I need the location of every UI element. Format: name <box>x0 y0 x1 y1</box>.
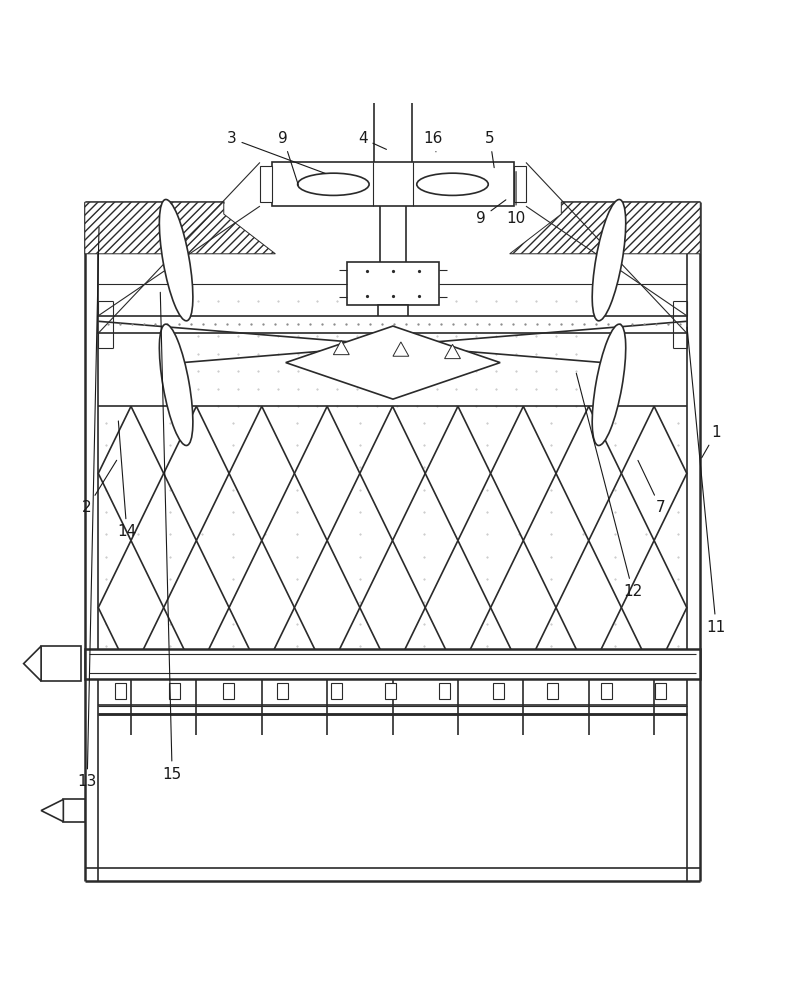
Polygon shape <box>333 340 349 355</box>
Polygon shape <box>163 541 229 675</box>
Polygon shape <box>360 406 426 541</box>
Polygon shape <box>41 799 63 822</box>
Ellipse shape <box>297 173 369 195</box>
Polygon shape <box>98 541 163 675</box>
Bar <box>378 305 408 331</box>
Text: 14: 14 <box>117 421 136 539</box>
Polygon shape <box>229 541 294 675</box>
Polygon shape <box>285 326 501 399</box>
Polygon shape <box>163 406 229 541</box>
Bar <box>260 166 272 202</box>
Text: 2: 2 <box>82 460 116 515</box>
Text: 9: 9 <box>477 200 506 226</box>
Bar <box>84 649 701 679</box>
Ellipse shape <box>592 324 626 445</box>
Text: 16: 16 <box>423 131 442 152</box>
Polygon shape <box>491 541 556 675</box>
Bar <box>272 162 514 206</box>
Text: 4: 4 <box>358 131 387 149</box>
Bar <box>367 85 418 99</box>
Ellipse shape <box>159 199 193 321</box>
Bar <box>602 683 612 699</box>
Bar <box>41 646 80 681</box>
Text: 9: 9 <box>278 131 298 185</box>
Bar <box>655 683 665 699</box>
Polygon shape <box>84 202 276 254</box>
Text: 15: 15 <box>160 292 182 782</box>
Ellipse shape <box>417 173 489 195</box>
Polygon shape <box>360 541 426 675</box>
Bar <box>98 316 687 333</box>
Bar <box>332 683 342 699</box>
Polygon shape <box>294 406 360 541</box>
Polygon shape <box>622 406 687 541</box>
Polygon shape <box>510 202 701 254</box>
Text: 7: 7 <box>638 460 665 515</box>
Bar <box>223 683 234 699</box>
Text: 12: 12 <box>576 373 642 599</box>
Ellipse shape <box>159 324 193 445</box>
Bar <box>514 166 526 202</box>
Polygon shape <box>556 541 622 675</box>
Text: 1: 1 <box>701 425 721 458</box>
Text: 11: 11 <box>687 327 726 635</box>
Bar <box>116 683 126 699</box>
Bar <box>439 683 450 699</box>
Polygon shape <box>426 406 491 541</box>
Polygon shape <box>98 406 163 541</box>
Bar <box>386 683 396 699</box>
Polygon shape <box>24 646 41 681</box>
Polygon shape <box>426 541 491 675</box>
Bar <box>347 262 438 305</box>
Polygon shape <box>622 541 687 675</box>
Bar <box>63 799 84 822</box>
Text: 13: 13 <box>77 227 99 789</box>
Bar <box>170 683 179 699</box>
Bar <box>548 683 558 699</box>
Bar <box>493 683 504 699</box>
Bar <box>277 683 288 699</box>
Text: 3: 3 <box>227 131 325 173</box>
Text: 10: 10 <box>506 172 526 226</box>
Polygon shape <box>556 406 622 541</box>
Polygon shape <box>445 344 461 359</box>
Polygon shape <box>294 541 360 675</box>
Polygon shape <box>393 342 409 356</box>
Text: 5: 5 <box>485 131 495 168</box>
Polygon shape <box>491 406 556 541</box>
Ellipse shape <box>592 199 626 321</box>
Polygon shape <box>229 406 294 541</box>
